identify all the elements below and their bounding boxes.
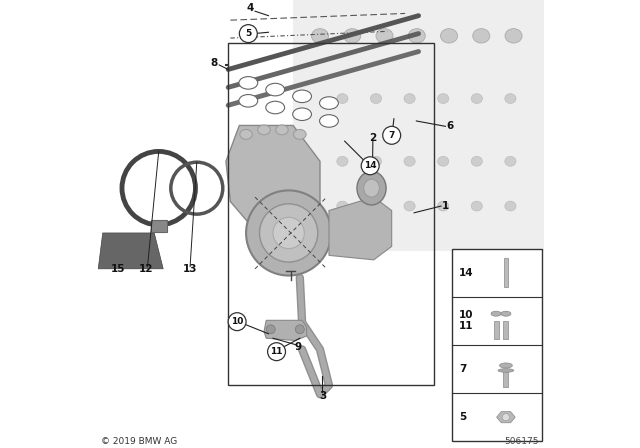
Ellipse shape: [273, 217, 305, 249]
Ellipse shape: [258, 125, 270, 135]
Ellipse shape: [438, 156, 449, 166]
Text: 15: 15: [111, 264, 125, 274]
Polygon shape: [98, 233, 163, 269]
Ellipse shape: [473, 29, 490, 43]
Ellipse shape: [319, 115, 339, 127]
Ellipse shape: [491, 311, 501, 316]
Ellipse shape: [240, 129, 252, 139]
Ellipse shape: [319, 97, 339, 109]
Text: 5: 5: [459, 412, 466, 422]
Circle shape: [361, 157, 379, 175]
Text: 1: 1: [442, 201, 449, 211]
Ellipse shape: [364, 179, 380, 197]
Polygon shape: [329, 197, 392, 260]
Ellipse shape: [404, 201, 415, 211]
Ellipse shape: [501, 311, 511, 316]
Text: © 2019 BMW AG: © 2019 BMW AG: [101, 437, 178, 446]
Bar: [504, 258, 508, 287]
Circle shape: [383, 126, 401, 144]
Ellipse shape: [371, 201, 381, 211]
Ellipse shape: [357, 171, 386, 205]
Ellipse shape: [239, 77, 258, 89]
Text: 10
11: 10 11: [459, 310, 474, 331]
Ellipse shape: [404, 156, 415, 166]
Ellipse shape: [337, 94, 348, 103]
Bar: [493, 321, 499, 339]
Ellipse shape: [438, 201, 449, 211]
Ellipse shape: [294, 129, 306, 139]
Ellipse shape: [404, 94, 415, 103]
Circle shape: [228, 313, 246, 331]
Circle shape: [239, 25, 257, 43]
Ellipse shape: [276, 125, 288, 135]
Text: 7: 7: [388, 131, 395, 140]
Ellipse shape: [266, 83, 285, 96]
Ellipse shape: [260, 204, 317, 262]
Text: 8: 8: [210, 58, 218, 68]
Bar: [228, 43, 435, 385]
Ellipse shape: [499, 363, 513, 368]
Text: 14: 14: [459, 268, 474, 278]
Polygon shape: [264, 320, 307, 340]
Polygon shape: [497, 412, 515, 423]
Bar: [452, 249, 541, 441]
Bar: [504, 321, 508, 339]
Text: 9: 9: [295, 342, 302, 352]
Circle shape: [502, 414, 509, 421]
Ellipse shape: [246, 190, 332, 276]
Polygon shape: [226, 125, 320, 246]
Ellipse shape: [440, 29, 458, 43]
Text: 14: 14: [364, 161, 376, 170]
Ellipse shape: [371, 156, 381, 166]
Ellipse shape: [266, 101, 285, 114]
Ellipse shape: [292, 108, 312, 121]
Ellipse shape: [438, 94, 449, 103]
Bar: [150, 220, 167, 232]
Ellipse shape: [505, 29, 522, 43]
Ellipse shape: [312, 29, 328, 43]
Circle shape: [266, 325, 275, 334]
Polygon shape: [293, 0, 544, 251]
Ellipse shape: [337, 201, 348, 211]
Text: 10: 10: [231, 317, 243, 326]
Text: 506175: 506175: [504, 437, 539, 446]
Ellipse shape: [376, 29, 393, 43]
Bar: [504, 369, 508, 387]
Ellipse shape: [408, 29, 425, 43]
Ellipse shape: [505, 156, 516, 166]
Ellipse shape: [239, 95, 258, 107]
Ellipse shape: [471, 201, 483, 211]
Text: 6: 6: [446, 121, 454, 131]
Ellipse shape: [471, 156, 483, 166]
Text: 11: 11: [270, 347, 283, 356]
Text: 13: 13: [183, 264, 197, 274]
Text: 2: 2: [369, 133, 376, 142]
Text: 3: 3: [319, 392, 326, 401]
Ellipse shape: [505, 201, 516, 211]
Ellipse shape: [471, 94, 483, 103]
Text: 7: 7: [459, 364, 467, 374]
Text: 4: 4: [247, 3, 254, 13]
Circle shape: [268, 343, 285, 361]
Ellipse shape: [371, 94, 381, 103]
Ellipse shape: [505, 94, 516, 103]
Ellipse shape: [498, 369, 514, 372]
Ellipse shape: [344, 29, 361, 43]
Ellipse shape: [337, 156, 348, 166]
Circle shape: [295, 325, 305, 334]
Text: 12: 12: [139, 264, 154, 274]
Ellipse shape: [292, 90, 312, 103]
Text: 5: 5: [245, 29, 252, 38]
